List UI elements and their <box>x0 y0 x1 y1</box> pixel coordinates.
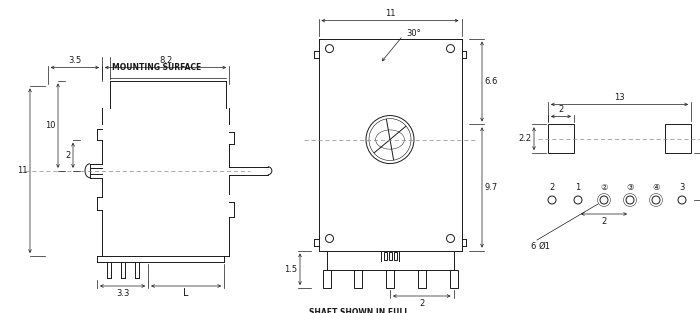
Text: ④: ④ <box>652 183 659 192</box>
Text: 2: 2 <box>419 299 424 307</box>
Bar <box>386 270 394 288</box>
Text: L: L <box>183 289 189 299</box>
Text: 2: 2 <box>559 105 564 114</box>
Text: 3.3: 3.3 <box>116 289 130 297</box>
Bar <box>418 270 426 288</box>
Text: 6.6: 6.6 <box>484 77 498 86</box>
Text: 8.2: 8.2 <box>159 56 172 65</box>
Text: MOUNTING SURFACE: MOUNTING SURFACE <box>113 63 202 71</box>
Text: 11: 11 <box>17 166 27 175</box>
Bar <box>548 124 574 153</box>
Text: 10: 10 <box>45 121 55 130</box>
Text: SHAFT SHOWN IN FULL
C.C.W. POSITION.: SHAFT SHOWN IN FULL C.C.W. POSITION. <box>309 308 409 313</box>
Bar <box>665 124 691 153</box>
Text: 30°: 30° <box>406 29 421 38</box>
Text: 2: 2 <box>550 183 554 192</box>
Bar <box>323 270 330 288</box>
Text: 11: 11 <box>385 9 396 18</box>
Text: 9.7: 9.7 <box>484 183 498 192</box>
Text: Ø1: Ø1 <box>539 242 551 251</box>
Bar <box>354 270 363 288</box>
Text: 1: 1 <box>575 183 580 192</box>
Text: 2.2: 2.2 <box>519 134 531 143</box>
Text: 13: 13 <box>614 93 625 102</box>
Bar <box>384 252 387 259</box>
Bar <box>394 252 397 259</box>
Text: 6: 6 <box>531 242 536 251</box>
Text: 3: 3 <box>679 183 685 192</box>
Text: 1.5: 1.5 <box>284 265 298 274</box>
Bar <box>389 252 392 259</box>
Text: ③: ③ <box>626 183 634 192</box>
Text: 2: 2 <box>65 151 71 160</box>
Text: 3.5: 3.5 <box>69 56 81 65</box>
Text: ②: ② <box>601 183 608 192</box>
Text: 2: 2 <box>601 217 607 225</box>
Bar <box>449 270 458 288</box>
